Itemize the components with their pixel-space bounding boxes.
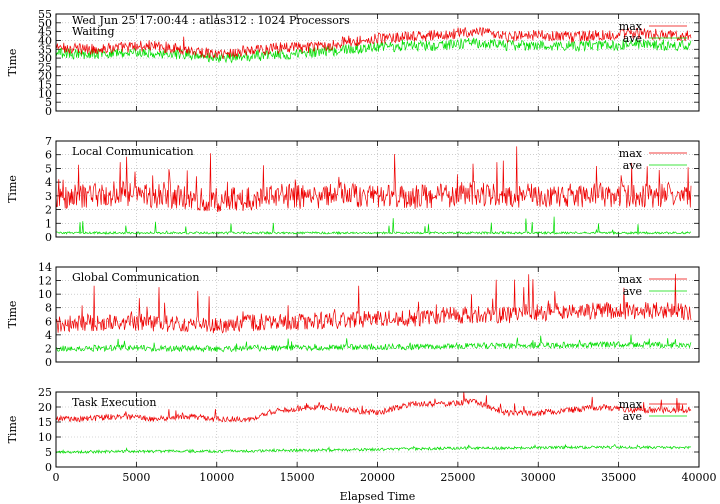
x-tick-label: 15000	[280, 471, 315, 484]
y-tick-label: 15	[38, 79, 52, 92]
x-tick-label: 35000	[601, 471, 636, 484]
x-tick-label: 5000	[122, 471, 150, 484]
x-tick-label: 0	[53, 471, 60, 484]
y-tick-label: 25	[38, 61, 52, 74]
y-tick-label: 15	[38, 416, 52, 429]
y-tick-label: 20	[38, 401, 52, 414]
y-tick-label: 2	[45, 204, 52, 217]
y-tick-label: 40	[38, 34, 52, 47]
legend-label-ave: ave	[623, 410, 642, 423]
panel-title: Local Communication	[72, 145, 194, 158]
panel-title: Global Communication	[72, 271, 200, 284]
series-line-max	[56, 26, 692, 60]
plot-frame	[55, 391, 700, 468]
y-axis-label: Time	[6, 49, 19, 77]
y-tick-label: 45	[38, 26, 52, 39]
plot-frame	[55, 266, 700, 363]
x-tick-label: 40000	[682, 471, 717, 484]
y-tick-label: 0	[45, 461, 52, 474]
legend-label-ave: ave	[623, 32, 642, 45]
y-tick-label: 10	[38, 288, 52, 301]
y-tick-label: 5	[45, 162, 52, 175]
y-tick-label: 2	[45, 342, 52, 355]
y-tick-label: 55	[38, 8, 52, 21]
y-tick-label: 14	[38, 261, 52, 274]
x-tick-label: 25000	[440, 471, 475, 484]
y-tick-label: 4	[45, 329, 52, 342]
x-axis-label: Elapsed Time	[340, 490, 416, 503]
y-tick-label: 4	[45, 176, 52, 189]
series-line-ave	[56, 334, 692, 353]
legend-label-max: max	[619, 273, 643, 286]
series-line-ave	[56, 443, 692, 455]
y-axis-label: Time	[6, 416, 19, 444]
x-tick-label: 20000	[360, 471, 395, 484]
y-tick-label: 20	[38, 70, 52, 83]
y-tick-label: 1	[45, 217, 52, 230]
series-line-max	[56, 146, 692, 213]
y-tick-label: 7	[45, 135, 52, 148]
legend-label-ave: ave	[623, 159, 642, 172]
series-line-ave	[56, 216, 692, 236]
panel-title: Waiting	[72, 25, 115, 38]
x-tick-label: 10000	[199, 471, 234, 484]
y-tick-label: 3	[45, 190, 52, 203]
y-tick-label: 35	[38, 43, 52, 56]
y-tick-label: 30	[38, 52, 52, 65]
y-tick-label: 25	[38, 386, 52, 399]
y-tick-label: 50	[38, 17, 52, 30]
y-tick-label: 5	[45, 96, 52, 109]
legend-label-max: max	[619, 398, 643, 411]
y-tick-label: 12	[38, 275, 52, 288]
legend-label-max: max	[619, 20, 643, 33]
plot-frame	[55, 140, 700, 238]
y-tick-label: 8	[45, 302, 52, 315]
y-axis-label: Time	[6, 175, 19, 203]
y-tick-label: 10	[38, 431, 52, 444]
plot-frame	[55, 13, 700, 112]
run-header-text: Wed Jun 25 17:00:44 : atlas312 : 1024 Pr…	[72, 14, 350, 27]
x-tick-label: 30000	[521, 471, 556, 484]
legend-label-max: max	[619, 147, 643, 160]
y-axis-label: Time	[6, 301, 19, 329]
y-tick-label: 6	[45, 315, 52, 328]
series-line-ave	[56, 37, 692, 64]
y-tick-label: 5	[45, 446, 52, 459]
legend-label-ave: ave	[623, 285, 642, 298]
panel-title: Task Execution	[72, 396, 156, 409]
y-tick-label: 6	[45, 149, 52, 162]
y-tick-label: 10	[38, 87, 52, 100]
y-tick-label: 0	[45, 356, 52, 369]
series-line-max	[56, 392, 692, 423]
series-line-max	[56, 273, 692, 334]
y-tick-label: 0	[45, 105, 52, 118]
y-tick-label: 0	[45, 231, 52, 244]
